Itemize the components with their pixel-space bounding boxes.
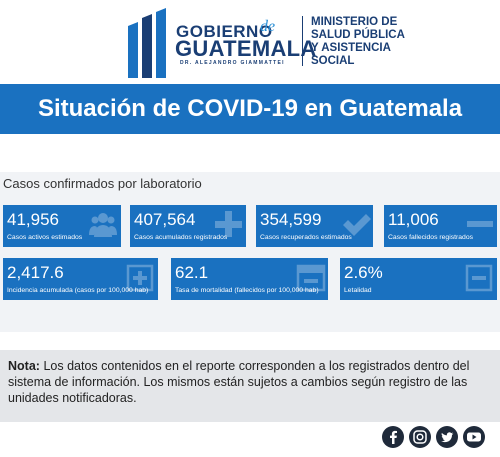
- card-label: Letalidad: [344, 287, 372, 294]
- stat-card: 2.6% Letalidad: [340, 258, 497, 300]
- ministry-line: Y ASISTENCIA: [311, 42, 391, 54]
- stat-card: 62.1 Tasa de mortalidad (fallecidos por 1…: [171, 258, 328, 300]
- card-icon: [343, 214, 371, 236]
- note: Nota: Los datos contenidos en el reporte…: [8, 358, 492, 406]
- card-label: Incidencia acumulada (casos por 100,000 …: [7, 287, 149, 294]
- logo-text: de: [260, 18, 276, 35]
- stat-card: 407,564 Casos acumulados registrados: [130, 205, 246, 247]
- logo-text: GOBIERNO: [176, 22, 273, 41]
- card-value: 11,006: [388, 210, 439, 229]
- stat-card: 2,417.6 Incidencia acumulada (casos por 1…: [3, 258, 158, 300]
- title-bar: [0, 84, 500, 134]
- card-icon: [467, 221, 493, 227]
- card-value: 41,956: [7, 210, 59, 229]
- card-label: Casos activos estimados: [7, 234, 83, 241]
- ministry-line: MINISTERIO DE: [311, 16, 398, 28]
- card-value: 354,599: [260, 210, 322, 229]
- card-value: 2.6%: [344, 263, 383, 282]
- card-label: Casos acumulados registrados: [134, 234, 228, 241]
- card-icon: [126, 264, 154, 292]
- card-value: 407,564: [134, 210, 196, 229]
- stat-card: 11,006 Casos fallecidos registrados: [384, 205, 497, 247]
- ministry-line: SALUD PÚBLICA: [311, 29, 405, 41]
- card-label: Casos recuperados estimados: [260, 234, 352, 241]
- note-box: [0, 350, 500, 422]
- panel: [0, 172, 500, 332]
- logo-mark: [128, 8, 166, 78]
- logo-text: GUATEMALA: [175, 36, 317, 61]
- note-text: Los datos contenidos en el reporte corre…: [8, 359, 470, 405]
- card-value: 2,417.6: [7, 263, 64, 282]
- instagram-icon[interactable]: [409, 426, 431, 448]
- card-value: 62.1: [175, 263, 209, 282]
- card-label: Tasa de mortalidad (fallecidos por 100,0…: [175, 287, 319, 294]
- card-icon: [215, 211, 242, 237]
- stat-card: 354,599 Casos recuperados estimados: [256, 205, 373, 247]
- youtube-icon[interactable]: [463, 426, 485, 448]
- facebook-icon[interactable]: [382, 426, 404, 448]
- note-label: Nota:: [8, 359, 40, 373]
- card-label: Casos fallecidos registrados: [388, 234, 474, 241]
- title: Situación de COVID-19 en Guatemala: [37, 95, 463, 122]
- divider: [302, 16, 303, 66]
- twitter-icon[interactable]: [436, 426, 458, 448]
- logo-subtext: DR. ALEJANDRO GIAMMATTEI: [180, 60, 285, 66]
- social-icons: [382, 426, 485, 448]
- stat-card: 41,956 Casos activos estimados: [3, 205, 121, 247]
- section-label: Casos confirmados por laboratorio: [3, 176, 202, 191]
- card-icon: [89, 213, 117, 237]
- card-icon: [465, 264, 493, 292]
- ministry-line: SOCIAL: [311, 55, 355, 67]
- card-icon: [296, 264, 326, 292]
